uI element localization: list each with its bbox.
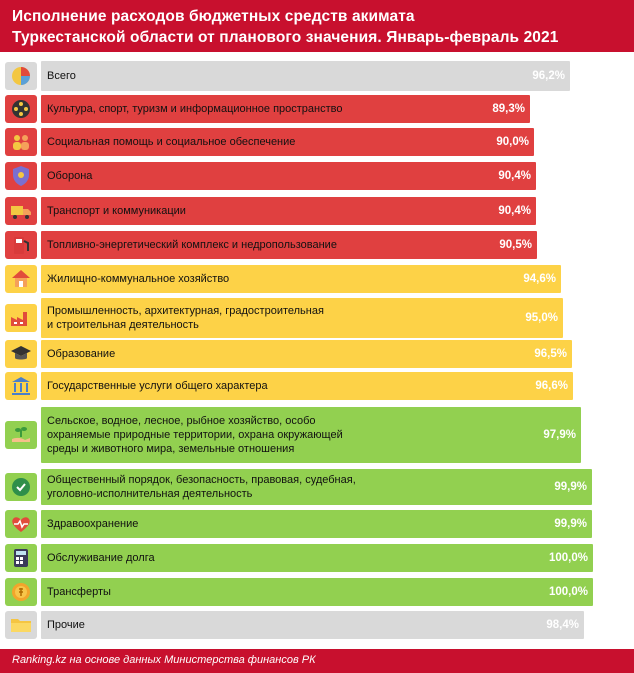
category-label: Топливно-энергетический комплекс и недро…	[47, 239, 337, 251]
chart-row: Государственные услуги общего характера 9…	[0, 372, 634, 400]
category-label: Образование	[47, 348, 116, 360]
category-label: Сельское, водное, лесное, рыбное хозяйст…	[47, 415, 343, 455]
data-label: 90,4%	[498, 205, 531, 217]
data-label: 99,9%	[554, 518, 587, 530]
bar	[41, 340, 572, 368]
bar	[41, 469, 592, 505]
factory-icon	[5, 304, 37, 332]
bar	[41, 197, 536, 225]
category-label: Общественный порядок, безопасность, прав…	[47, 474, 356, 500]
bar	[41, 95, 530, 123]
chart-row: Здравоохранение 99,9%	[0, 510, 634, 538]
police-badge-icon	[5, 473, 37, 501]
data-label: 100,0%	[548, 552, 588, 564]
bar	[41, 128, 534, 156]
category-label: Социальная помощь и социальное обеспечен…	[47, 136, 296, 148]
chart-row: Жилищно-коммунальное хозяйство 94,6%	[0, 265, 634, 293]
bar	[41, 544, 593, 572]
bar	[41, 578, 593, 606]
data-label: 90,4%	[498, 170, 531, 182]
chart-row: Промышленность, архитектурная, градостро…	[0, 298, 634, 338]
chart-row: Всего 96,2%	[0, 61, 634, 91]
pie-chart-icon	[5, 62, 37, 90]
data-label: 96,6%	[535, 380, 568, 392]
data-label: 97,9%	[543, 429, 576, 441]
people-icon	[5, 128, 37, 156]
footer-banner: Ranking.kz на основе данных Министерства…	[0, 649, 634, 673]
bar	[41, 407, 581, 463]
bar	[41, 298, 563, 338]
data-label: 96,2%	[532, 70, 565, 82]
data-label: 90,0%	[496, 136, 529, 148]
chart-row: Топливно-энергетический комплекс и недро…	[0, 231, 634, 259]
shield-icon	[5, 162, 37, 190]
sprout-hand-icon	[5, 421, 37, 449]
category-label: Культура, спорт, туризм и информационное…	[47, 103, 343, 115]
category-label: Трансферты	[47, 586, 111, 598]
bar	[41, 372, 573, 400]
bar	[41, 231, 537, 259]
data-label: 100,0%	[548, 586, 588, 598]
heart-pulse-icon	[5, 510, 37, 538]
chart-row: Образование 96,5%	[0, 340, 634, 368]
category-label: Транспорт и коммуникации	[47, 205, 186, 217]
chart-row: Общественный порядок, безопасность, прав…	[0, 469, 634, 505]
data-label: 98,4%	[546, 619, 579, 631]
chart-title-line-2: Туркестанской области от планового значе…	[12, 29, 559, 46]
graduation-cap-icon	[5, 340, 37, 368]
film-reel-icon	[5, 95, 37, 123]
category-label: Оборона	[47, 170, 93, 182]
bar	[41, 162, 536, 190]
data-label: 89,3%	[492, 103, 525, 115]
category-label: Государственные услуги общего характера	[47, 380, 268, 392]
category-label: Обслуживание долга	[47, 552, 155, 564]
bar	[41, 265, 561, 293]
folder-icon	[5, 611, 37, 639]
category-label: Промышленность, архитектурная, градостро…	[47, 305, 324, 331]
source-note: Ranking.kz на основе данных Министерства…	[12, 654, 316, 666]
chart-row: Культура, спорт, туризм и информационное…	[0, 95, 634, 123]
chart-row: Социальная помощь и социальное обеспечен…	[0, 128, 634, 156]
chart-row: Трансферты 100,0%	[0, 578, 634, 606]
chart-row: Транспорт и коммуникации 90,4%	[0, 197, 634, 225]
chart-title-line-1: Исполнение расходов бюджетных средств ак…	[12, 8, 415, 25]
chart-row: Прочие 98,4%	[0, 611, 634, 639]
data-label: 94,6%	[523, 273, 556, 285]
category-label: Прочие	[47, 619, 85, 631]
government-building-icon	[5, 372, 37, 400]
coin-transfer-icon	[5, 578, 37, 606]
calculator-icon	[5, 544, 37, 572]
bar	[41, 61, 570, 91]
data-label: 96,5%	[534, 348, 567, 360]
data-label: 99,9%	[554, 481, 587, 493]
bar	[41, 611, 584, 639]
chart-row: Обслуживание долга 100,0%	[0, 544, 634, 572]
chart-title: Исполнение расходов бюджетных средств ак…	[12, 6, 622, 48]
category-label: Здравоохранение	[47, 518, 139, 530]
category-label: Жилищно-коммунальное хозяйство	[47, 273, 230, 285]
bar	[41, 510, 592, 538]
chart-row: Оборона 90,4%	[0, 162, 634, 190]
fuel-pump-icon	[5, 231, 37, 259]
truck-icon	[5, 197, 37, 225]
house-icon	[5, 265, 37, 293]
category-label: Всего	[47, 70, 76, 82]
header-banner: Исполнение расходов бюджетных средств ак…	[0, 0, 634, 52]
chart-row: Сельское, водное, лесное, рыбное хозяйст…	[0, 407, 634, 463]
data-label: 95,0%	[525, 312, 558, 324]
data-label: 90,5%	[499, 239, 532, 251]
